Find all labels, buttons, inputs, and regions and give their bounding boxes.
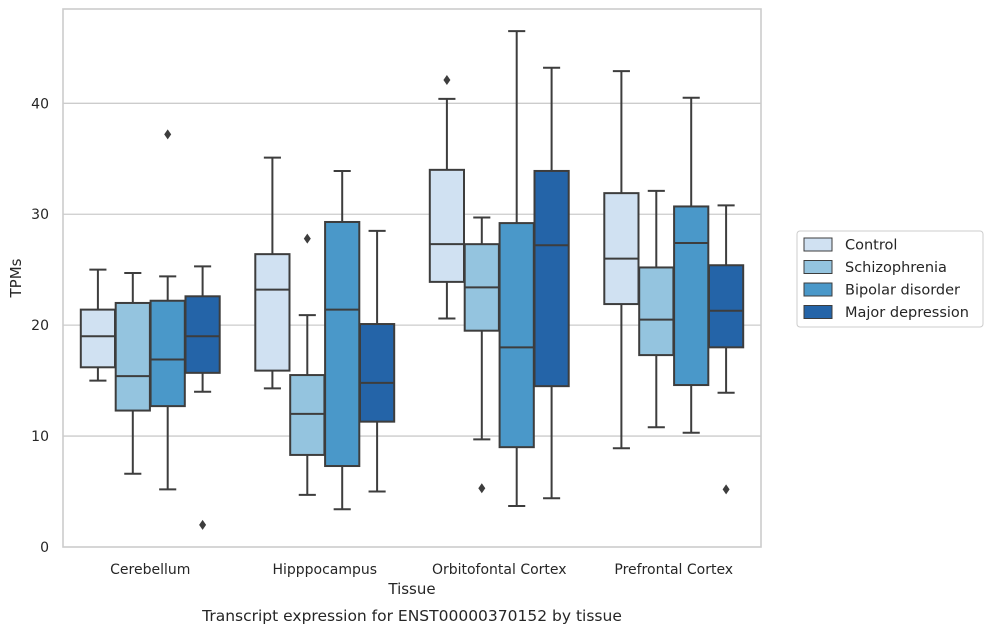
- box-group: [603, 70, 640, 450]
- outlier-point: [164, 129, 172, 140]
- x-tick-label: Orbitofontal Cortex: [432, 562, 567, 578]
- legend-swatch: [803, 305, 833, 319]
- box-group: [184, 265, 221, 530]
- box-group: [638, 189, 675, 429]
- legend-swatch: [803, 237, 833, 252]
- x-tick-label: Prefrontal Cortex: [614, 562, 733, 578]
- x-tick-label: Hipppocampus: [272, 562, 377, 578]
- box: [533, 169, 570, 388]
- box: [79, 308, 117, 369]
- x-axis-label: Tissue: [387, 580, 435, 598]
- box-group: [673, 96, 710, 434]
- box: [254, 253, 291, 372]
- box-group: [707, 204, 745, 495]
- outlier-point: [722, 484, 730, 495]
- plot-frame: [62, 8, 762, 548]
- y-tick-labels: 0 10 20 30 40: [31, 96, 49, 556]
- y-tick-label: 10: [31, 429, 49, 445]
- y-tick-label: 20: [31, 318, 49, 334]
- box: [358, 323, 396, 423]
- box: [498, 222, 535, 449]
- legend-label: Major depression: [845, 305, 969, 321]
- x-tick-labels: Cerebellum Hipppocampus Orbitofontal Corte…: [110, 562, 733, 578]
- x-tick-label: Cerebellum: [110, 562, 190, 578]
- y-tick-label: 40: [31, 96, 49, 112]
- box-group: [358, 229, 396, 493]
- box: [428, 168, 466, 283]
- box-group: [289, 233, 326, 496]
- box-group: [533, 66, 570, 500]
- box: [324, 220, 361, 468]
- box-group: [149, 129, 186, 491]
- box: [673, 205, 710, 387]
- box-group: [254, 156, 291, 390]
- box: [289, 374, 326, 456]
- box-group: [114, 272, 151, 475]
- box-group: [498, 30, 535, 507]
- legend-swatch: [803, 260, 833, 274]
- box-group: [428, 74, 466, 320]
- legend-swatch: [803, 282, 833, 297]
- outlier-point: [443, 74, 451, 85]
- legend-label: Bipolar disorder: [845, 283, 960, 299]
- box-group: [324, 169, 361, 511]
- legend: Control Schizophrenia Bipolar disorder Majo…: [796, 230, 984, 328]
- box: [149, 299, 186, 408]
- y-axis-label: TPMs: [7, 258, 25, 298]
- outlier-point: [478, 483, 486, 494]
- box: [707, 264, 745, 349]
- box-plot-marks: [79, 30, 745, 530]
- outlier-point: [199, 519, 207, 530]
- box-group: [79, 268, 117, 382]
- box: [638, 266, 675, 357]
- y-tick-label: 0: [40, 540, 49, 556]
- box: [114, 301, 151, 412]
- box-group: [463, 216, 500, 494]
- outlier-point: [303, 233, 311, 244]
- chart-caption: Transcript expression for ENST0000037015…: [201, 607, 622, 625]
- y-tick-label: 30: [31, 207, 49, 223]
- legend-frame: [796, 230, 984, 328]
- legend-label: Schizophrenia: [845, 260, 947, 276]
- legend-label: Control: [845, 238, 897, 254]
- box: [603, 192, 640, 306]
- box: [184, 295, 221, 374]
